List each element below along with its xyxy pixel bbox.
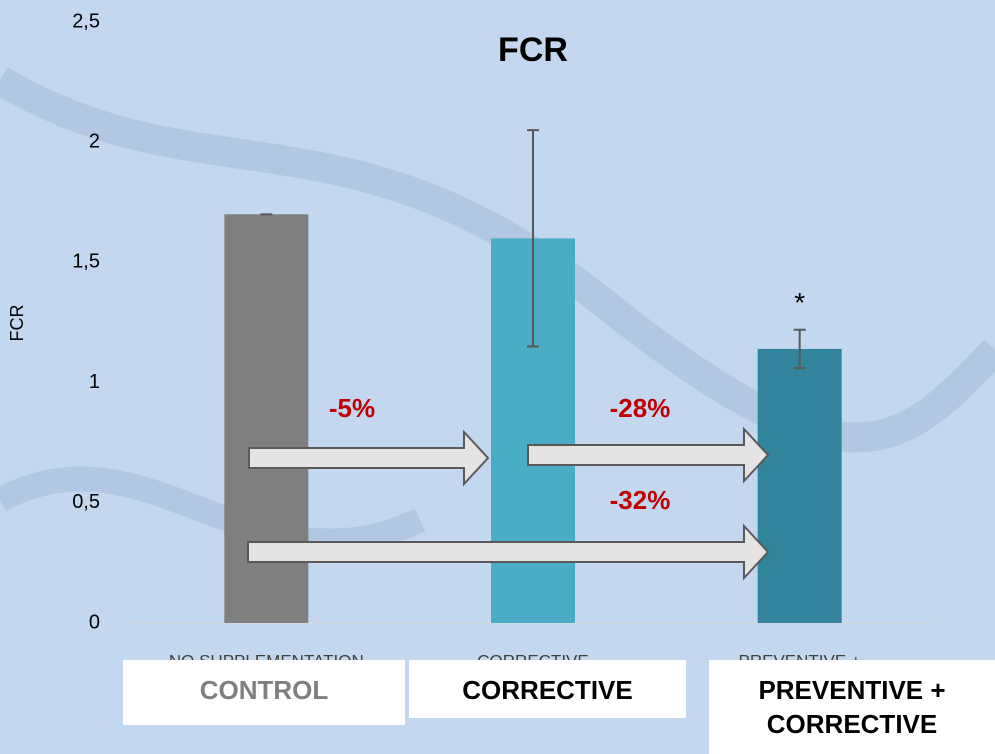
label-box bbox=[409, 660, 686, 718]
background-decoration bbox=[0, 466, 426, 554]
group-label: PREVENTIVE + CORRECTIVE bbox=[758, 675, 945, 739]
percent-annotation: -28% bbox=[610, 393, 671, 423]
arrow bbox=[248, 429, 490, 487]
y-axis-label: FCR bbox=[7, 305, 27, 342]
y-tick-label: 1 bbox=[89, 371, 100, 393]
y-tick-label: 0,5 bbox=[72, 491, 100, 513]
arrow bbox=[247, 523, 770, 581]
y-tick-label: 0 bbox=[89, 611, 100, 633]
percent-annotation: -5% bbox=[329, 393, 375, 423]
arrow bbox=[527, 426, 770, 484]
significance-marker: * bbox=[794, 287, 805, 318]
bar bbox=[757, 348, 842, 623]
group-label: CORRECTIVE bbox=[462, 675, 632, 705]
y-tick-label: 2,5 bbox=[72, 10, 100, 32]
group-label: CONTROL bbox=[200, 675, 329, 705]
error-bar bbox=[793, 328, 806, 370]
label-box bbox=[123, 660, 405, 725]
y-tick-label: 1,5 bbox=[72, 251, 100, 273]
percent-annotation: -32% bbox=[610, 485, 671, 515]
chart-title: FCR bbox=[498, 31, 568, 69]
label-box bbox=[709, 660, 995, 754]
y-tick-label: 2 bbox=[89, 130, 100, 152]
error-bar bbox=[527, 129, 539, 348]
